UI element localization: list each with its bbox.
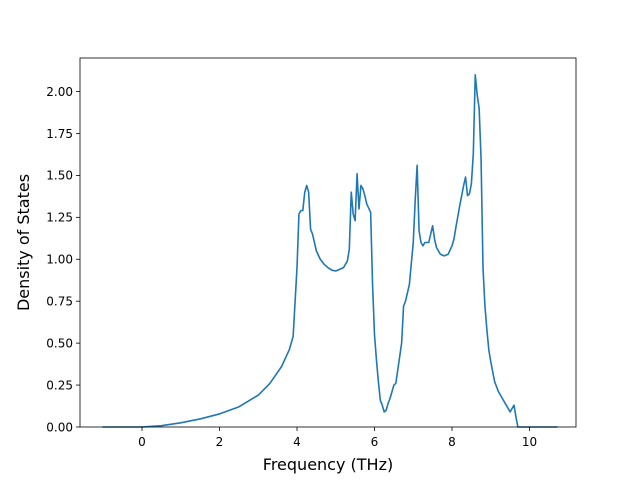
x-tick-label: 4 [293, 435, 301, 449]
y-tick-label: 0.00 [46, 420, 73, 434]
y-axis-label: Density of States [14, 174, 33, 311]
x-tick-label: 0 [138, 435, 146, 449]
y-axis-ticks: 0.00 0.25 0.50 0.75 1.00 1.25 1.50 1.75 2.00 [46, 85, 80, 434]
x-tick-label: 8 [448, 435, 456, 449]
plot-area [80, 58, 576, 427]
series-layer [102, 73, 558, 428]
y-tick-label: 0.25 [46, 378, 73, 392]
y-tick-label: 1.75 [46, 127, 73, 141]
y-tick-label: 1.00 [46, 253, 73, 267]
x-axis-ticks: 0 2 4 6 8 10 [138, 427, 537, 449]
axes-frame [79, 57, 577, 428]
y-tick-label: 2.00 [46, 85, 73, 99]
y-tick-label: 0.50 [46, 336, 73, 350]
y-tick-label: 0.75 [46, 295, 73, 309]
x-axis-label: Frequency (THz) [263, 455, 393, 474]
x-tick-label: 10 [522, 435, 537, 449]
y-tick-label: 1.25 [46, 211, 73, 225]
series-line-0 [102, 73, 558, 428]
x-tick-label: 6 [371, 435, 379, 449]
y-tick-label: 1.50 [46, 169, 73, 183]
x-tick-label: 2 [216, 435, 224, 449]
